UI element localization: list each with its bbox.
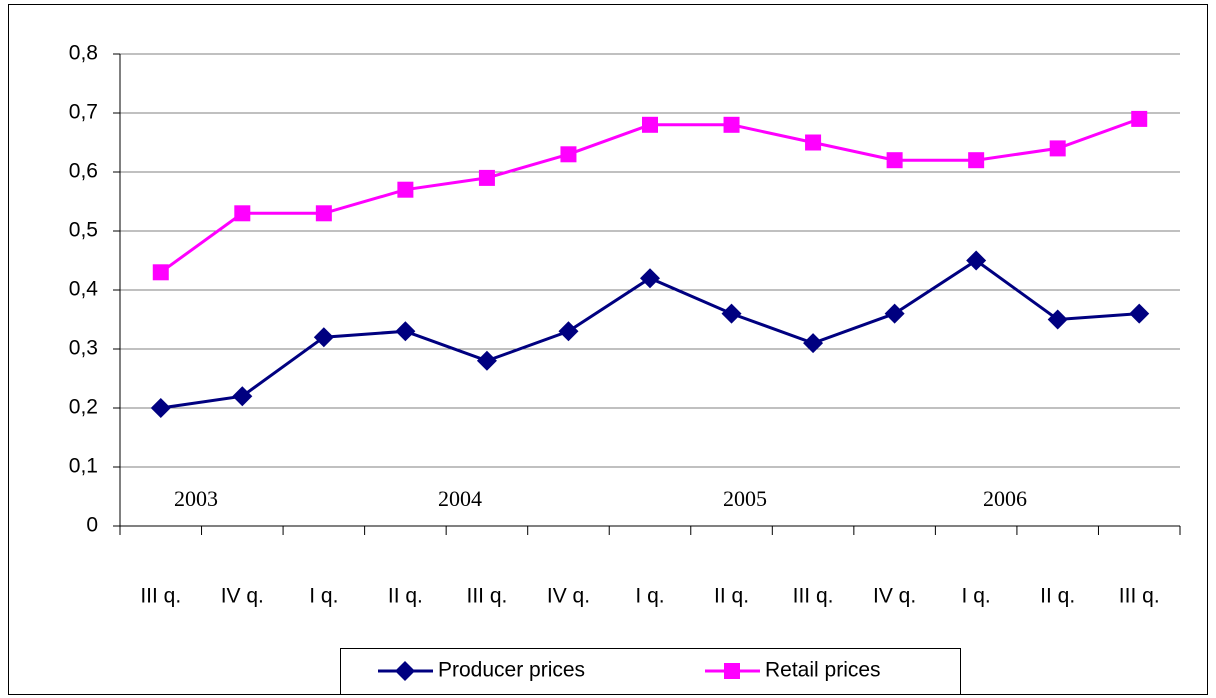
marker	[1049, 140, 1066, 157]
marker	[642, 116, 658, 133]
marker	[315, 205, 332, 222]
marker	[640, 268, 660, 289]
marker	[966, 250, 987, 271]
y-tick-label: 0,1	[69, 455, 98, 478]
marker	[1131, 110, 1148, 127]
marker	[397, 181, 414, 198]
x-tick-label: I q.	[962, 585, 991, 608]
marker	[152, 264, 169, 281]
x-tick-label: IV q.	[873, 585, 916, 608]
marker	[395, 321, 416, 342]
y-tick-label: 0,6	[69, 160, 98, 183]
marker	[884, 303, 905, 324]
y-tick-label: 0,5	[69, 219, 98, 242]
x-tick-label: II q.	[714, 585, 749, 608]
y-tick-label: 0,8	[69, 42, 98, 65]
marker	[395, 661, 415, 681]
marker	[560, 146, 577, 163]
marker	[721, 303, 742, 324]
marker	[724, 663, 740, 679]
y-tick-label: 0,3	[69, 337, 98, 360]
annotation: 2006	[983, 486, 1027, 511]
marker	[968, 152, 985, 169]
x-tick-label: IV q.	[221, 585, 264, 608]
x-tick-label: III q.	[793, 585, 834, 608]
marker	[313, 327, 334, 348]
legend-label: Retail prices	[765, 659, 881, 682]
marker	[886, 152, 903, 169]
marker	[805, 134, 822, 151]
x-tick-label: I q.	[309, 585, 338, 608]
marker	[232, 386, 253, 407]
marker	[478, 169, 495, 186]
y-tick-label: 0	[86, 514, 98, 537]
x-tick-label: II q.	[388, 585, 423, 608]
x-tick-label: IV q.	[547, 585, 590, 608]
x-tick-label: I q.	[635, 585, 664, 608]
marker	[558, 321, 579, 342]
x-tick-label: III q.	[466, 585, 507, 608]
legend-box	[340, 648, 961, 695]
y-tick-label: 0,2	[69, 396, 98, 419]
y-tick-label: 0,4	[69, 278, 99, 301]
marker	[1129, 303, 1150, 324]
y-tick-label: 0,7	[69, 101, 98, 124]
annotation: 2003	[174, 486, 218, 511]
marker	[1047, 309, 1068, 330]
annotation: 2004	[438, 486, 482, 511]
x-tick-label: III q.	[1119, 585, 1160, 608]
marker	[723, 116, 740, 133]
marker	[150, 398, 171, 418]
marker	[476, 350, 497, 371]
marker	[803, 333, 824, 354]
annotation: 2005	[723, 486, 767, 511]
marker	[234, 205, 251, 222]
x-tick-label: II q.	[1040, 585, 1075, 608]
legend-label: Producer prices	[438, 659, 585, 682]
x-tick-label: III q.	[140, 585, 181, 608]
